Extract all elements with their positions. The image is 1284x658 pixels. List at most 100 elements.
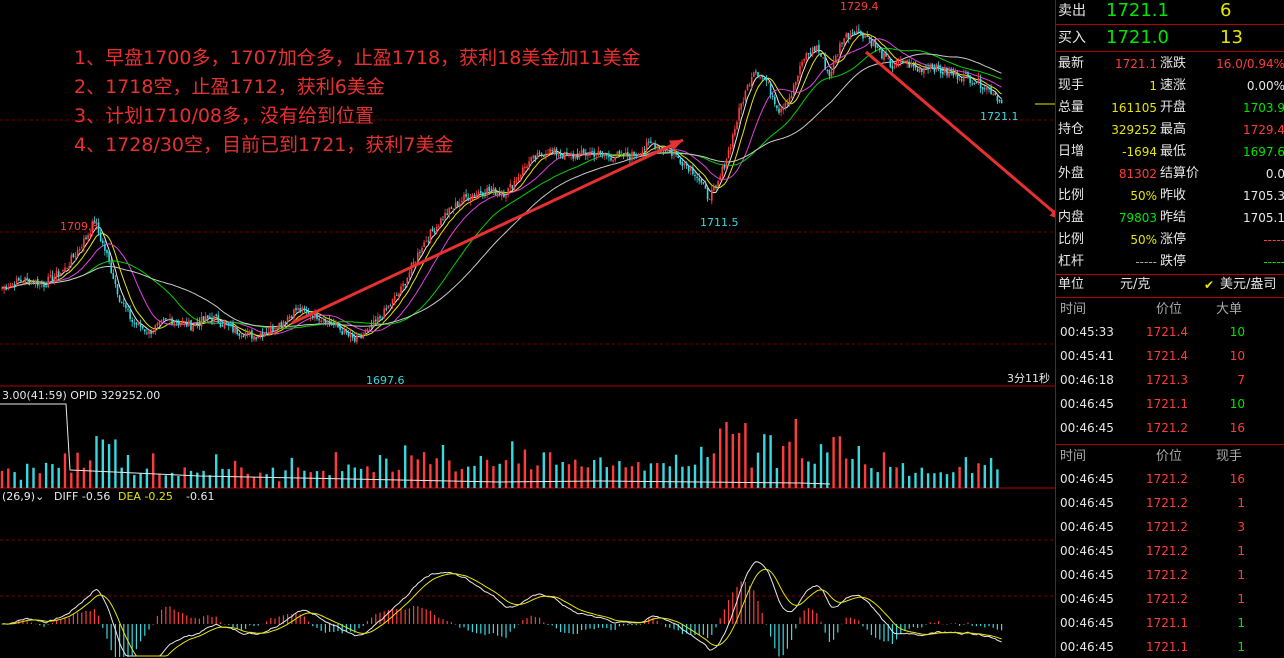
panel-separator [1056,274,1284,275]
candle-body [396,295,398,296]
unit-value: 元/克 [1120,277,1151,292]
unit-option[interactable]: 美元/盎司 [1220,277,1277,292]
candle-body [652,142,654,144]
macd-bar [799,617,801,624]
candle-body [438,225,440,227]
candle-body [286,317,289,323]
volume-bar [309,472,312,488]
trend-arrow-head [1049,209,1055,218]
candle-body [805,53,808,60]
candle-body [49,274,52,276]
candle-body [809,52,812,55]
macd-bar [18,619,20,624]
volume-bar [901,463,905,488]
macd-bar [530,615,532,624]
stat-value: 1697.6 [1243,145,1284,159]
candle-body [778,108,780,113]
col-header: 大单 [1216,302,1243,317]
low-mid-price-label: 1711.5 [700,216,739,229]
volume-bar [838,436,842,488]
unit-row: 单位 元/克 ✔ 美元/盎司 [1056,274,1284,296]
macd-bar [480,624,482,634]
candle-body [473,195,476,197]
candle-body [942,71,944,75]
volume-bar [233,460,237,488]
candle-body [559,153,562,157]
candle-body [870,38,873,47]
stat-value: 50% [1130,189,1157,203]
macd-bar [501,624,503,637]
ticks-row: 00:46:45 1721.2 16 [1056,468,1284,490]
macd-bar [463,624,465,628]
candle-body [158,321,161,325]
macd-bar [446,621,448,624]
volume-bar [63,453,67,488]
candle-body [748,85,751,87]
candle-body [921,68,923,72]
candle-body [599,150,602,153]
candle-body [832,60,835,74]
candle-body [648,141,650,143]
volume-bar [246,473,249,488]
candle-body [774,96,776,105]
candle-body [440,218,442,226]
macd-bar [492,624,494,634]
macd-bar [753,590,755,624]
candle-body [318,318,320,321]
candle-body [255,337,257,340]
candle-body [81,247,83,249]
candle-body [530,157,532,162]
big_trades-header: 时间 价位 大单 [1056,299,1284,321]
volume-bar [13,472,16,488]
candle-body [490,189,493,191]
macd-bar [152,624,154,625]
candle-body [427,240,430,242]
candle-body [889,57,892,67]
volume-bar [933,473,936,488]
candle-body [204,316,207,321]
candle-body [102,240,104,244]
candle-body [150,330,152,334]
candle-body [93,220,96,224]
candle-body [324,319,327,325]
candle-body [994,92,997,95]
buy-price: 1721.0 [1106,27,1169,48]
candle-body [654,144,656,149]
macd-bar [182,612,184,624]
candle-body [461,200,463,203]
volume-bar [429,464,432,488]
macd-bar [282,615,284,624]
candle-body [64,267,66,272]
candle-body [866,36,868,38]
stat-value: 79803 [1118,211,1157,225]
macd-bar [417,606,419,624]
macd-bar [875,624,877,638]
candle-body [782,107,784,111]
candle-body [767,81,770,83]
candle-body [160,320,163,322]
macd-bar [795,624,797,629]
candle-body [372,320,375,326]
kline-chart[interactable]: 1709.8 1697.6 1711.5 1729.4 1721.1 3分11秒 1、早盘1… [0,0,1055,657]
candle-body [750,77,753,87]
volume-bars [0,403,999,488]
candle-body [414,261,417,263]
volume-bar [473,465,476,488]
buy-row: 买入 1721.0 13 [1056,27,1284,49]
macd-bar [455,624,457,625]
stat-label: 跌停 [1160,254,1187,269]
candle-body [639,154,642,156]
macd-bar [904,624,906,631]
candle-body [769,82,772,95]
candle-body [125,304,127,308]
stat-row: 外盘 81302 结算价 0.0 [1056,163,1284,185]
volume-bar [107,444,111,488]
macd-bar [47,624,49,625]
candle-body [141,326,144,329]
macd-bar [471,624,473,633]
candle-body [435,226,438,232]
macd-bar [623,624,625,626]
candle-body [998,100,1001,101]
macd-bar [975,624,977,627]
ticks-row: 00:46:45 1721.2 1 [1056,492,1284,514]
